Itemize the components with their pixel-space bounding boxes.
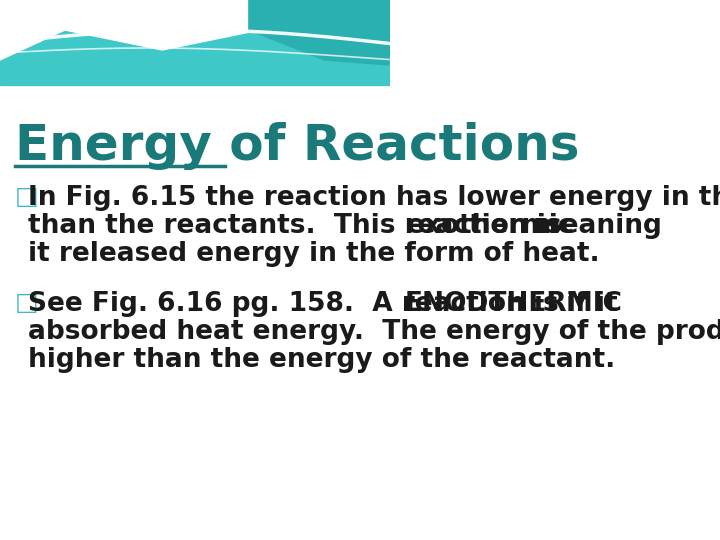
Text: See Fig. 6.16 pg. 158.  A reaction is: See Fig. 6.16 pg. 158. A reaction is xyxy=(28,292,568,318)
Text: than the reactants.  This reaction is: than the reactants. This reaction is xyxy=(28,213,571,239)
Polygon shape xyxy=(249,0,390,65)
Text: higher than the energy of the reactant.: higher than the energy of the reactant. xyxy=(28,347,616,373)
Text: it released energy in the form of heat.: it released energy in the form of heat. xyxy=(28,241,600,267)
Text: In Fig. 6.15 the reaction has lower energy in the product: In Fig. 6.15 the reaction has lower ener… xyxy=(28,185,720,211)
Polygon shape xyxy=(0,0,390,65)
Text: □: □ xyxy=(15,292,39,315)
Text: exothermic: exothermic xyxy=(407,213,575,239)
Bar xyxy=(0,0,390,85)
Text: if it: if it xyxy=(557,292,618,318)
Text: Energy of Reactions: Energy of Reactions xyxy=(15,122,580,170)
Text: absorbed heat energy.  The energy of the products is: absorbed heat energy. The energy of the … xyxy=(28,319,720,346)
Text: ENODTHERMIC: ENODTHERMIC xyxy=(405,292,623,318)
Text: □: □ xyxy=(15,185,39,209)
Text: meaning: meaning xyxy=(524,213,662,239)
